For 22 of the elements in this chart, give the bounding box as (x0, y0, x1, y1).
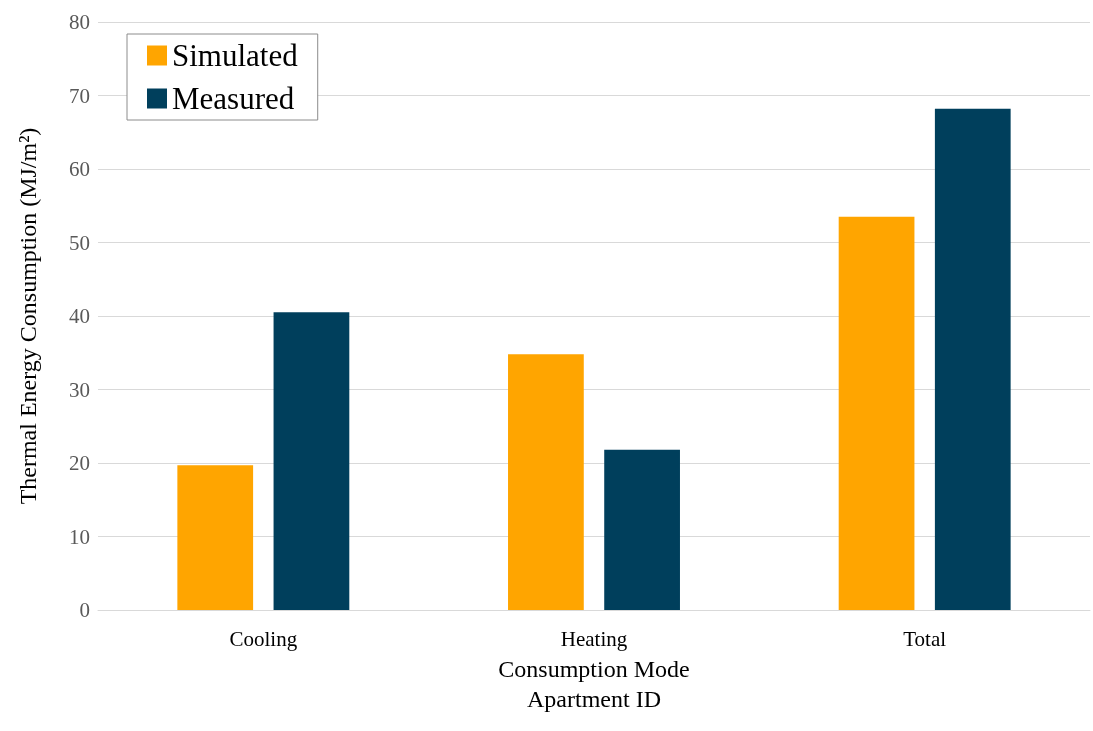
y-tick-label: 10 (69, 524, 90, 549)
y-tick-label: 50 (69, 230, 90, 255)
x-axis-title: Consumption Mode Apartment ID (498, 655, 690, 712)
y-tick-label: 60 (69, 157, 90, 181)
legend-label: Simulated (172, 38, 299, 73)
y-tick-label: 0 (79, 598, 90, 622)
bar (177, 465, 254, 610)
x-tick-label: Total (903, 626, 947, 651)
y-tick-label: 70 (69, 83, 90, 108)
y-tick-label: 30 (69, 377, 90, 402)
y-axis-title: Thermal Energy Consumption (MJ/m²) (15, 127, 41, 505)
bar (508, 354, 584, 610)
bar (838, 216, 915, 610)
x-tick-label: Cooling (229, 626, 298, 651)
x-tick-label: Heating (560, 626, 628, 651)
legend-label: Measured (172, 81, 295, 116)
y-tick-label: 40 (69, 304, 90, 328)
bar (604, 449, 680, 610)
bar (273, 312, 350, 610)
y-tick-label: 80 (69, 10, 90, 34)
y-tick-label: 20 (69, 451, 90, 475)
bar (934, 108, 1011, 610)
